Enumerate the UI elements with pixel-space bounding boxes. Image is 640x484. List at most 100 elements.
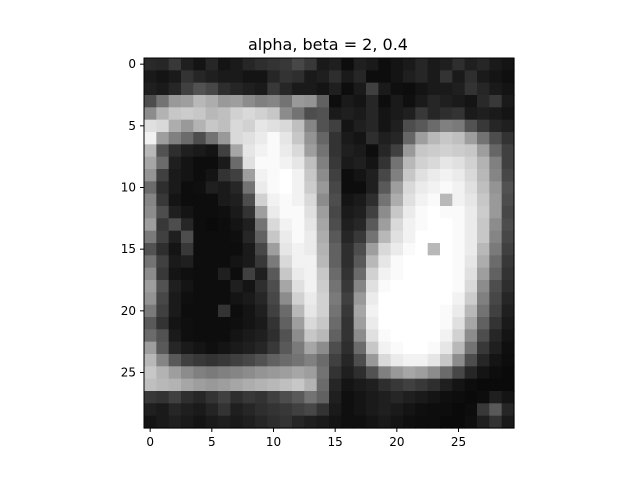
heatmap-cell (292, 243, 305, 256)
heatmap-cell (255, 366, 268, 380)
heatmap-cell (218, 95, 231, 108)
heatmap-cell (489, 70, 503, 84)
heatmap-cell (353, 230, 367, 244)
heatmap-cell (218, 206, 231, 219)
heatmap-cell (144, 156, 157, 170)
heatmap-cell (181, 378, 194, 392)
heatmap-cell (255, 415, 268, 429)
heatmap-cell (464, 230, 478, 244)
heatmap-cell (366, 58, 379, 71)
heatmap-cell (440, 95, 453, 108)
heatmap-cell (390, 354, 404, 367)
heatmap-cell (464, 267, 478, 281)
heatmap-cell (193, 70, 207, 84)
heatmap-cell (501, 267, 515, 281)
heatmap-cell (181, 267, 194, 281)
heatmap-cell (255, 132, 268, 145)
heatmap-cell (255, 341, 268, 355)
heatmap-cell (378, 415, 392, 429)
heatmap-cell (390, 366, 404, 380)
heatmap-cell (329, 329, 342, 343)
heatmap-cell (464, 354, 478, 367)
heatmap-cell (329, 317, 342, 330)
heatmap-cell (292, 280, 305, 293)
heatmap-cell (156, 391, 170, 404)
heatmap-cell (390, 403, 404, 417)
heatmap-cell (255, 193, 268, 207)
heatmap-cell (267, 329, 281, 343)
heatmap-cell (144, 243, 157, 256)
heatmap-cell (427, 366, 441, 380)
heatmap-cell (255, 58, 268, 71)
heatmap-cell (477, 156, 490, 170)
heatmap-cell (168, 366, 182, 380)
heatmap-cell (415, 415, 429, 429)
heatmap-cell (181, 255, 194, 269)
heatmap-cell (341, 58, 355, 71)
heatmap-cell (464, 243, 478, 256)
heatmap-cell (292, 403, 305, 417)
heatmap-cell (501, 280, 515, 293)
heatmap-cell (489, 403, 503, 417)
heatmap-cell (156, 132, 170, 145)
heatmap-cell (366, 341, 379, 355)
heatmap-cell (316, 280, 330, 293)
heatmap-cell (403, 341, 416, 355)
heatmap-cell (440, 354, 453, 367)
heatmap-cell (193, 329, 207, 343)
heatmap-cell (403, 181, 416, 195)
heatmap-cell (156, 354, 170, 367)
heatmap-cell (304, 415, 318, 429)
heatmap-cell (477, 366, 490, 380)
heatmap-cell (353, 144, 367, 158)
heatmap-cell (477, 341, 490, 355)
heatmap-cell (242, 267, 256, 281)
heatmap-cell (452, 243, 466, 256)
heatmap-cell (366, 119, 379, 133)
heatmap-cell (168, 82, 182, 96)
heatmap-cell (415, 329, 429, 343)
heatmap-cell (255, 169, 268, 182)
heatmap-cell (403, 82, 416, 96)
heatmap-cell (489, 292, 503, 306)
heatmap-cell (378, 267, 392, 281)
heatmap-cell (218, 354, 231, 367)
heatmap-cell (292, 317, 305, 330)
heatmap-cell (193, 403, 207, 417)
heatmap-cell (440, 230, 453, 244)
heatmap-cell (403, 95, 416, 108)
heatmap-cell (427, 169, 441, 182)
heatmap-cell (464, 156, 478, 170)
heatmap-cell (168, 243, 182, 256)
heatmap-cell (168, 391, 182, 404)
heatmap-cell (353, 403, 367, 417)
heatmap-cell (304, 317, 318, 330)
heatmap-cell (353, 107, 367, 121)
heatmap-cell (181, 329, 194, 343)
heatmap-cell (292, 206, 305, 219)
heatmap-cell (144, 304, 157, 318)
heatmap-cell (181, 280, 194, 293)
heatmap-cell (353, 267, 367, 281)
heatmap-cell (378, 403, 392, 417)
heatmap-cell (353, 255, 367, 269)
heatmap-cell (477, 107, 490, 121)
heatmap-cell (353, 119, 367, 133)
heatmap-cell (316, 243, 330, 256)
heatmap-cell (181, 132, 194, 145)
heatmap-cell (230, 280, 244, 293)
heatmap-cell (452, 181, 466, 195)
heatmap-cell (193, 132, 207, 145)
heatmap-cell (230, 107, 244, 121)
heatmap-cell (378, 292, 392, 306)
heatmap-cell (292, 218, 305, 232)
heatmap-cell (366, 292, 379, 306)
heatmap-cell (427, 107, 441, 121)
heatmap-cell (267, 107, 281, 121)
heatmap-cell (341, 415, 355, 429)
heatmap-cell (427, 206, 441, 219)
heatmap-cell (452, 415, 466, 429)
x-tick-label: 25 (451, 435, 466, 449)
heatmap-cell (181, 206, 194, 219)
